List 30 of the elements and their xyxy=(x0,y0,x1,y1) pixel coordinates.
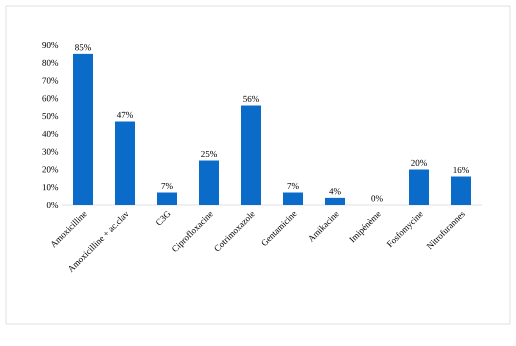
bar xyxy=(157,192,178,205)
bar xyxy=(73,54,93,205)
data-label: 47% xyxy=(116,112,133,118)
y-tick-label: 90% xyxy=(42,42,58,48)
data-label: 56% xyxy=(243,96,259,102)
bar xyxy=(409,169,430,205)
data-label: 85% xyxy=(75,44,91,50)
data-label: 16% xyxy=(454,166,469,174)
x-tick-label: C3G xyxy=(156,210,170,225)
data-label: 20% xyxy=(411,160,427,166)
y-tick-label: 30% xyxy=(42,148,58,155)
y-tick-label: 50% xyxy=(42,113,58,120)
bar xyxy=(283,192,304,205)
data-label: 25% xyxy=(201,150,217,158)
data-label: 7% xyxy=(288,182,299,190)
y-tick-label: 70% xyxy=(42,78,58,84)
y-tick-label: 40% xyxy=(42,130,58,137)
y-tick-label: 0% xyxy=(46,202,58,208)
data-label: 0% xyxy=(371,195,383,202)
y-tick-label: 60% xyxy=(42,95,58,102)
data-label: 7% xyxy=(162,182,173,190)
bar xyxy=(451,176,472,205)
bar xyxy=(241,105,262,205)
bar xyxy=(325,198,346,205)
data-label: 4% xyxy=(329,188,341,194)
y-tick-label: 10% xyxy=(42,184,58,190)
bar xyxy=(199,160,220,205)
y-tick-label: 20% xyxy=(42,166,58,173)
y-tick-label: 80% xyxy=(42,60,58,66)
bar xyxy=(115,121,136,205)
